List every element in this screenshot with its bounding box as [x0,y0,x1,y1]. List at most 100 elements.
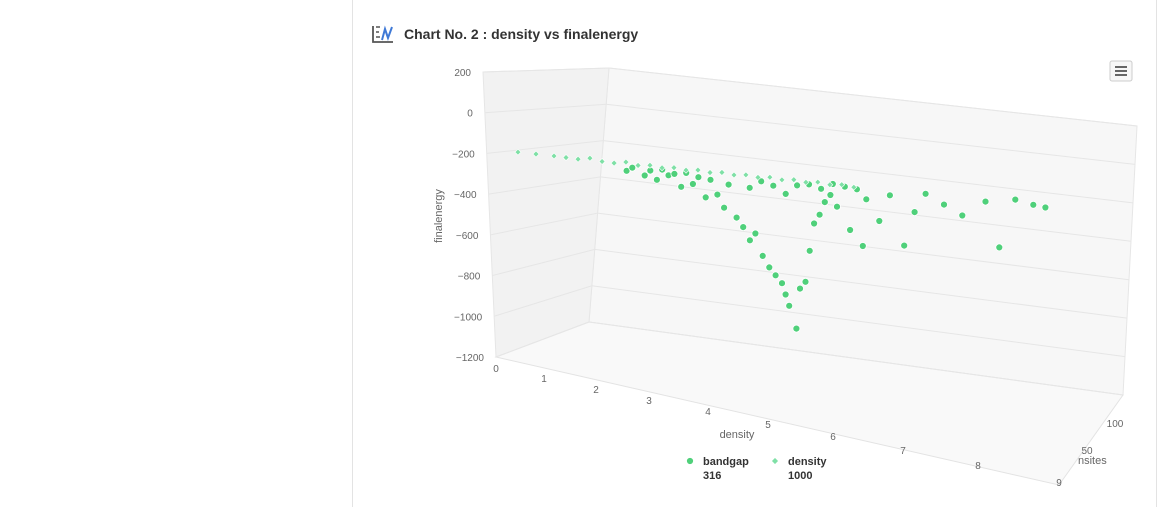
x-axis-ticks: 0 1 2 3 4 5 6 7 8 9 [493,364,1062,489]
data-point-bandgap[interactable] [815,210,824,219]
data-point-bandgap[interactable] [745,236,754,245]
data-point-bandgap[interactable] [751,229,760,238]
data-point-bandgap[interactable] [724,180,733,189]
data-point-density[interactable] [802,178,810,186]
data-point-bandgap[interactable] [886,191,894,200]
data-point-bandgap[interactable] [694,173,703,182]
chart-menu-button[interactable] [1109,60,1133,82]
data-point-bandgap[interactable] [720,203,729,212]
data-point-density[interactable] [670,164,678,172]
y-tick-label: −1000 [454,312,483,323]
data-point-bandgap[interactable] [670,169,679,178]
data-point-bandgap[interactable] [858,242,867,250]
data-point-bandgap[interactable] [628,163,637,172]
data-point-bandgap[interactable] [701,193,710,202]
data-point-bandgap[interactable] [875,217,884,225]
data-point-bandgap[interactable] [781,189,790,198]
data-point-density[interactable] [826,181,834,189]
data-point-bandgap[interactable] [921,189,930,198]
data-point-density[interactable] [598,158,606,165]
data-point-bandgap[interactable] [640,171,649,180]
legend-count-density: 1000 [788,470,812,482]
data-point-bandgap[interactable] [706,175,715,184]
data-point-bandgap[interactable] [732,213,741,222]
data-point-density[interactable] [814,178,822,186]
data-point-bandgap[interactable] [765,263,774,272]
data-point-density[interactable] [658,164,666,172]
scatter-3d-chart: 200 0 −200 −400 −600 −800 −1000 −1200 0 1 2 3 4 5 6 7 8… [433,60,1138,489]
data-point-density[interactable] [622,158,630,166]
data-point-bandgap[interactable] [757,177,766,186]
data-point-bandgap[interactable] [793,181,802,190]
data-point-bandgap[interactable] [745,183,754,192]
data-point-density[interactable] [586,154,594,162]
data-point-density[interactable] [514,148,522,156]
data-point-bandgap[interactable] [688,180,697,188]
data-point-density[interactable] [790,176,798,184]
data-point-bandgap[interactable] [810,219,819,228]
data-point-bandgap[interactable] [981,197,990,206]
data-point-bandgap[interactable] [910,208,919,217]
data-point-density[interactable] [754,174,762,181]
chart-gridlines [482,67,1138,396]
data-point-bandgap[interactable] [958,211,967,220]
data-point-density[interactable] [682,166,690,174]
y-gridline [486,140,1134,204]
data-point-density[interactable] [634,162,642,169]
data-point-density[interactable] [718,169,726,176]
data-point-bandgap[interactable] [826,191,835,199]
chart-title: Chart No. 2 : density vs finalenergy [404,26,639,42]
data-point-density[interactable] [730,171,738,179]
chart-panel: Chart No. 2 : density vs finalenergy 200… [352,0,1157,507]
data-point-bandgap[interactable] [817,184,826,193]
data-point-density[interactable] [532,150,540,158]
data-point-bandgap[interactable] [820,198,829,207]
data-point-density[interactable] [742,171,750,179]
data-point-bandgap[interactable] [652,175,661,184]
x-axis-title: density [720,429,755,441]
data-point-bandgap[interactable] [739,223,748,232]
data-point-bandgap[interactable] [758,251,767,260]
x-tick-label: 2 [593,385,599,396]
data-point-bandgap[interactable] [1041,203,1050,212]
data-point-bandgap[interactable] [778,279,786,288]
data-point-density[interactable] [850,183,858,191]
y-tick-label: −200 [452,149,475,160]
data-point-bandgap[interactable] [833,202,841,211]
y-gridline [493,285,1126,358]
data-point-bandgap[interactable] [785,301,794,310]
data-point-bandgap[interactable] [769,181,778,190]
data-point-bandgap[interactable] [1011,195,1020,204]
data-point-bandgap[interactable] [781,290,790,299]
data-point-density[interactable] [766,173,774,181]
data-point-bandgap[interactable] [801,277,810,286]
data-point-bandgap[interactable] [940,200,948,209]
data-point-density[interactable] [838,181,846,189]
legend-marker-bandgap [686,457,694,465]
data-point-bandgap[interactable] [1029,200,1038,209]
data-point-density[interactable] [706,169,714,177]
data-point-bandgap[interactable] [805,246,814,255]
data-point-bandgap[interactable] [796,284,804,293]
data-point-density[interactable] [694,166,702,174]
data-point-density[interactable] [550,152,558,160]
data-point-density[interactable] [562,154,570,161]
data-point-bandgap[interactable] [792,324,801,333]
data-point-bandgap[interactable] [995,243,1004,252]
data-point-density[interactable] [778,176,786,184]
legend-item-density[interactable]: density 1000 [771,456,828,482]
x-tick-label: 8 [975,461,981,472]
data-point-density[interactable] [610,159,618,167]
z-tick-label: 50 [1081,446,1093,457]
x-tick-label: 7 [900,446,906,457]
data-point-bandgap[interactable] [846,226,855,234]
legend-item-bandgap[interactable]: bandgap 316 [686,456,750,482]
data-point-density[interactable] [646,161,654,169]
x-tick-label: 0 [493,364,499,375]
data-point-bandgap[interactable] [900,241,909,250]
data-point-density[interactable] [574,155,582,163]
data-point-bandgap[interactable] [862,195,871,204]
data-point-bandgap[interactable] [771,271,780,280]
data-point-bandgap[interactable] [713,190,722,199]
data-point-bandgap[interactable] [677,182,686,191]
